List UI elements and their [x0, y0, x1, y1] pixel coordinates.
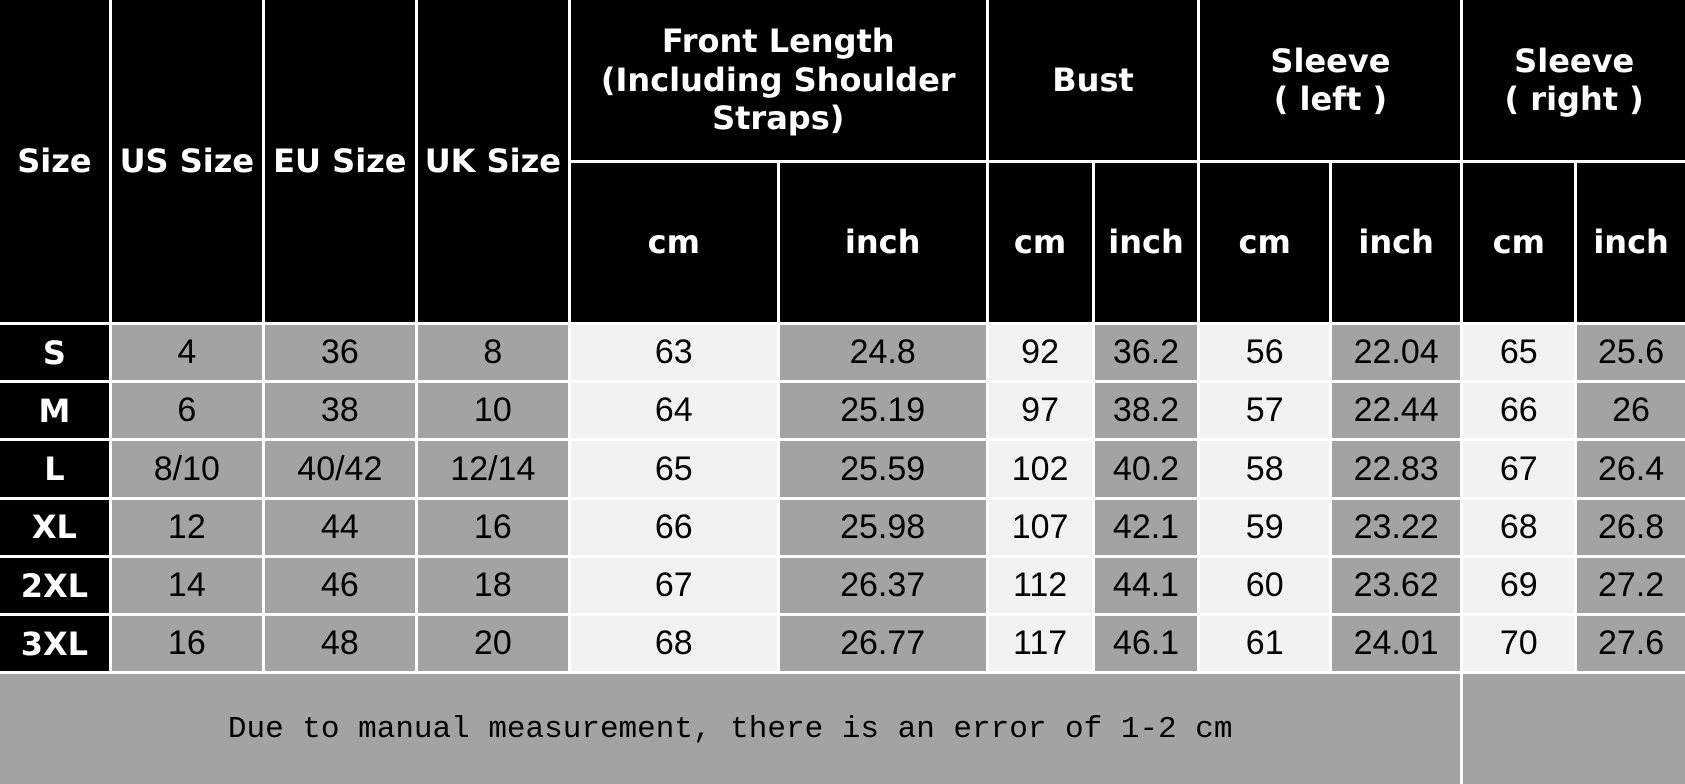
- header-sleeve-right-line2: ( right ): [1504, 79, 1644, 118]
- footer-empty-cell: [1463, 674, 1685, 784]
- cell-sleeve-left-cm: 57: [1200, 383, 1329, 439]
- cell-size: 2XL: [0, 557, 109, 614]
- cell-bust-cm: 92: [988, 324, 1092, 381]
- header-front-length: Front Length (Including Shoulder Straps): [570, 0, 986, 160]
- cell-sleeve-left-cm: 60: [1200, 557, 1329, 614]
- cell-front-length-inch: 26.77: [779, 616, 986, 672]
- cell-front-length-cm: 65: [570, 441, 777, 497]
- cell-front-length-inch: 25.59: [779, 441, 986, 497]
- cell-bust-inch: 40.2: [1094, 441, 1198, 497]
- cell-us-size: 16: [111, 616, 262, 672]
- cell-front-length-cm: 67: [570, 557, 777, 614]
- cell-front-length-cm: 64: [570, 383, 777, 439]
- cell-uk-size: 16: [417, 499, 568, 555]
- cell-sleeve-right-cm: 70: [1463, 616, 1575, 672]
- cell-uk-size: 10: [417, 383, 568, 439]
- header-size: Size: [0, 0, 109, 322]
- cell-size: M: [0, 383, 109, 439]
- cell-sleeve-left-inch: 23.22: [1331, 499, 1461, 555]
- cell-uk-size: 20: [417, 616, 568, 672]
- cell-bust-inch: 44.1: [1094, 557, 1198, 614]
- header-unit-sleeve-right-cm: cm: [1463, 162, 1575, 322]
- cell-bust-cm: 107: [988, 499, 1092, 555]
- cell-front-length-cm: 63: [570, 324, 777, 381]
- cell-sleeve-left-cm: 58: [1200, 441, 1329, 497]
- cell-sleeve-left-inch: 22.83: [1331, 441, 1461, 497]
- cell-bust-cm: 102: [988, 441, 1092, 497]
- cell-bust-inch: 46.1: [1094, 616, 1198, 672]
- cell-size: 3XL: [0, 616, 109, 672]
- cell-sleeve-left-inch: 22.44: [1331, 383, 1461, 439]
- cell-sleeve-left-inch: 22.04: [1331, 324, 1461, 381]
- cell-sleeve-right-inch: 27.2: [1577, 557, 1685, 614]
- header-sleeve-right-line1: Sleeve: [1514, 41, 1635, 80]
- cell-eu-size: 36: [264, 324, 415, 381]
- cell-bust-cm: 97: [988, 383, 1092, 439]
- cell-sleeve-right-inch: 27.6: [1577, 616, 1685, 672]
- cell-sleeve-right-inch: 26.4: [1577, 441, 1685, 497]
- cell-us-size: 14: [111, 557, 262, 614]
- cell-us-size: 4: [111, 324, 262, 381]
- cell-bust-cm: 112: [988, 557, 1092, 614]
- cell-sleeve-left-inch: 23.62: [1331, 557, 1461, 614]
- header-sleeve-right: Sleeve ( right ): [1463, 0, 1685, 160]
- header-unit-sleeve-right-inch: inch: [1577, 162, 1685, 322]
- cell-bust-inch: 36.2: [1094, 324, 1198, 381]
- header-uk-size: UK Size: [417, 0, 568, 322]
- header-unit-front-length-cm: cm: [570, 162, 777, 322]
- cell-sleeve-right-inch: 25.6: [1577, 324, 1685, 381]
- cell-sleeve-right-cm: 68: [1463, 499, 1575, 555]
- cell-sleeve-right-cm: 66: [1463, 383, 1575, 439]
- header-sleeve-left-line1: Sleeve: [1270, 41, 1391, 80]
- cell-sleeve-left-cm: 56: [1200, 324, 1329, 381]
- measurement-note: Due to manual measurement, there is an e…: [0, 674, 1461, 784]
- cell-sleeve-right-inch: 26: [1577, 383, 1685, 439]
- cell-uk-size: 12/14: [417, 441, 568, 497]
- header-sleeve-left: Sleeve ( left ): [1200, 0, 1461, 160]
- cell-us-size: 8/10: [111, 441, 262, 497]
- cell-size: L: [0, 441, 109, 497]
- header-unit-front-length-inch: inch: [779, 162, 986, 322]
- header-eu-size: EU Size: [264, 0, 415, 322]
- cell-eu-size: 44: [264, 499, 415, 555]
- cell-sleeve-left-cm: 61: [1200, 616, 1329, 672]
- cell-sleeve-left-cm: 59: [1200, 499, 1329, 555]
- cell-sleeve-right-cm: 69: [1463, 557, 1575, 614]
- header-bust: Bust: [988, 0, 1198, 160]
- header-unit-bust-cm: cm: [988, 162, 1092, 322]
- cell-front-length-cm: 68: [570, 616, 777, 672]
- cell-eu-size: 46: [264, 557, 415, 614]
- cell-sleeve-right-inch: 26.8: [1577, 499, 1685, 555]
- header-unit-sleeve-left-cm: cm: [1200, 162, 1329, 322]
- cell-front-length-inch: 26.37: [779, 557, 986, 614]
- header-unit-sleeve-left-inch: inch: [1331, 162, 1461, 322]
- cell-bust-cm: 117: [988, 616, 1092, 672]
- cell-sleeve-right-cm: 67: [1463, 441, 1575, 497]
- cell-us-size: 6: [111, 383, 262, 439]
- cell-front-length-cm: 66: [570, 499, 777, 555]
- cell-us-size: 12: [111, 499, 262, 555]
- cell-size: S: [0, 324, 109, 381]
- header-unit-bust-inch: inch: [1094, 162, 1198, 322]
- cell-front-length-inch: 25.98: [779, 499, 986, 555]
- header-sleeve-left-line2: ( left ): [1273, 79, 1388, 118]
- cell-bust-inch: 42.1: [1094, 499, 1198, 555]
- header-us-size: US Size: [111, 0, 262, 322]
- cell-size: XL: [0, 499, 109, 555]
- cell-front-length-inch: 24.8: [779, 324, 986, 381]
- cell-sleeve-right-cm: 65: [1463, 324, 1575, 381]
- cell-eu-size: 38: [264, 383, 415, 439]
- cell-bust-inch: 38.2: [1094, 383, 1198, 439]
- cell-front-length-inch: 25.19: [779, 383, 986, 439]
- cell-sleeve-left-inch: 24.01: [1331, 616, 1461, 672]
- cell-eu-size: 48: [264, 616, 415, 672]
- cell-uk-size: 8: [417, 324, 568, 381]
- cell-uk-size: 18: [417, 557, 568, 614]
- cell-eu-size: 40/42: [264, 441, 415, 497]
